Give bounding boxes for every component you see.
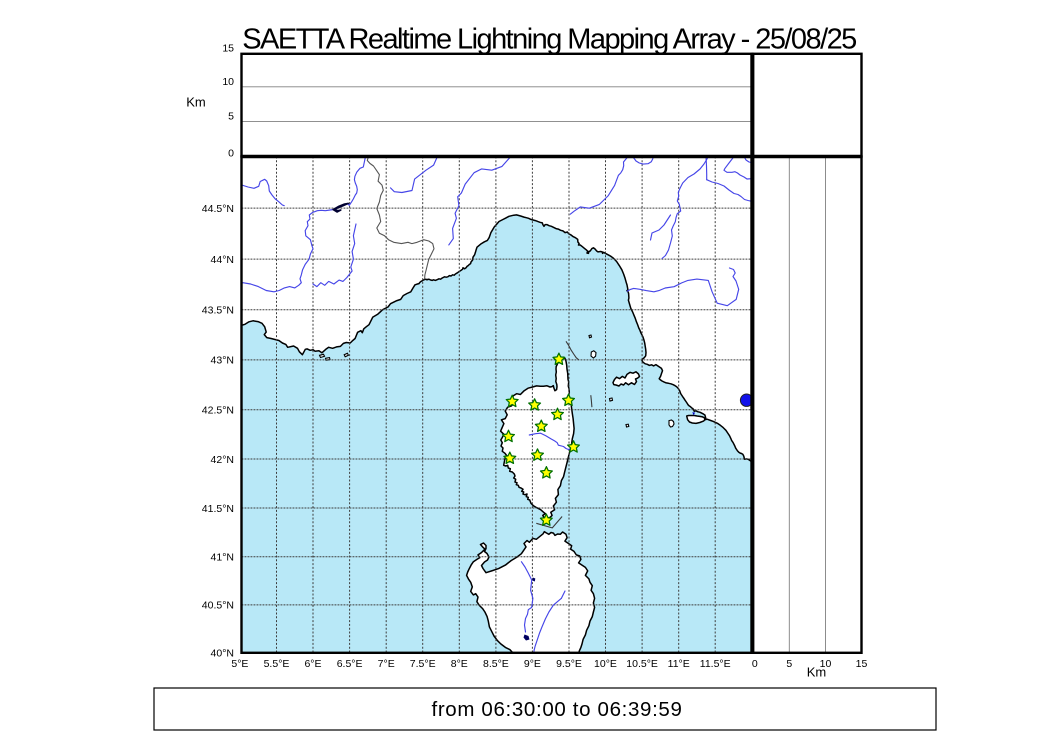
svg-text:7°E: 7°E bbox=[378, 658, 395, 670]
svg-text:9.5°E: 9.5°E bbox=[556, 658, 582, 670]
svg-text:44.5°N: 44.5°N bbox=[202, 203, 234, 215]
svg-text:42.5°N: 42.5°N bbox=[202, 405, 234, 417]
svg-text:0: 0 bbox=[228, 147, 234, 159]
svg-text:7.5°E: 7.5°E bbox=[410, 658, 436, 670]
svg-text:15: 15 bbox=[856, 658, 868, 670]
svg-text:from 06:30:00 to 06:39:59: from 06:30:00 to 06:39:59 bbox=[431, 698, 682, 721]
svg-text:11°E: 11°E bbox=[668, 658, 690, 670]
svg-text:44°N: 44°N bbox=[211, 254, 234, 266]
svg-text:5: 5 bbox=[228, 111, 234, 123]
svg-text:Km: Km bbox=[807, 665, 827, 680]
svg-text:43.5°N: 43.5°N bbox=[202, 305, 234, 317]
svg-text:SAETTA Realtime Lightning Mapp: SAETTA Realtime Lightning Mapping Array … bbox=[242, 23, 856, 55]
svg-text:42°N: 42°N bbox=[211, 454, 234, 466]
svg-text:9°E: 9°E bbox=[524, 658, 541, 670]
svg-text:11.5°E: 11.5°E bbox=[700, 658, 731, 670]
svg-text:6°E: 6°E bbox=[304, 658, 321, 670]
svg-text:5: 5 bbox=[786, 658, 792, 670]
svg-text:10°E: 10°E bbox=[594, 658, 617, 670]
svg-text:8.5°E: 8.5°E bbox=[483, 658, 509, 670]
svg-text:41.5°N: 41.5°N bbox=[202, 503, 234, 515]
svg-text:10: 10 bbox=[820, 658, 832, 670]
svg-text:10: 10 bbox=[222, 76, 234, 88]
svg-text:43°N: 43°N bbox=[211, 355, 234, 367]
svg-text:5.5°E: 5.5°E bbox=[264, 658, 290, 670]
svg-text:10.5°E: 10.5°E bbox=[626, 658, 658, 670]
svg-text:6.5°E: 6.5°E bbox=[337, 658, 363, 670]
svg-text:0: 0 bbox=[752, 658, 758, 670]
svg-text:40°N: 40°N bbox=[211, 648, 234, 660]
svg-text:41°N: 41°N bbox=[211, 552, 234, 564]
svg-text:Km: Km bbox=[186, 95, 206, 110]
svg-text:15: 15 bbox=[222, 43, 234, 55]
svg-text:5°E: 5°E bbox=[231, 658, 248, 670]
svg-text:40.5°N: 40.5°N bbox=[202, 600, 234, 612]
svg-text:8°E: 8°E bbox=[451, 658, 468, 670]
